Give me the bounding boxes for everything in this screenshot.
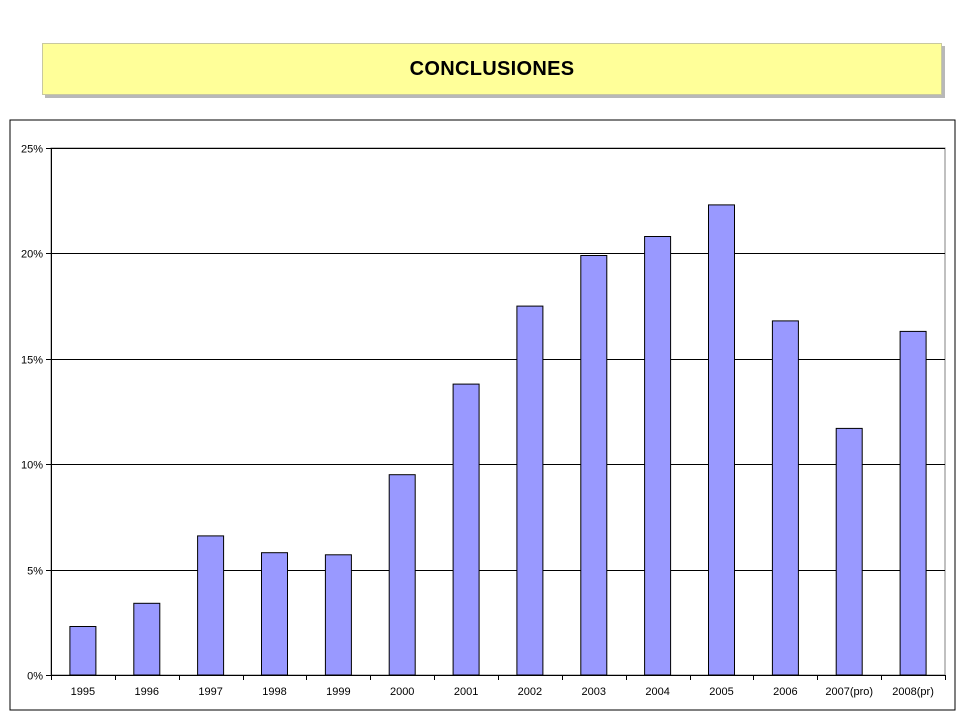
- x-tick-label: 1999: [326, 686, 350, 698]
- labels-layer: 0% 5% 10% 15% 20% 25% 1995 1996 1997 1998 1999 2000…: [21, 144, 934, 699]
- y-tick-label: 20%: [21, 249, 43, 261]
- x-tick-label: 1995: [71, 686, 95, 698]
- x-tick-label: 2008(pr): [892, 686, 934, 698]
- title-banner: CONCLUSIONES: [42, 43, 942, 95]
- bar: [835, 427, 863, 676]
- x-tick-label: 2006: [773, 686, 797, 698]
- bars-layer: [69, 204, 927, 676]
- bar: [899, 330, 927, 676]
- x-tick-label: 2005: [709, 686, 733, 698]
- x-tick-label: 2007(pro): [825, 686, 873, 698]
- y-tick-label: 25%: [21, 144, 43, 156]
- axis-layer: [46, 148, 946, 680]
- y-tick-label: 15%: [21, 355, 43, 367]
- y-tick-label: 10%: [21, 460, 43, 472]
- page-title: CONCLUSIONES: [409, 57, 575, 80]
- x-tick-label: 2002: [518, 686, 542, 698]
- x-tick-label: 2001: [454, 686, 478, 698]
- bar: [708, 204, 735, 676]
- bar: [324, 554, 352, 676]
- bar: [133, 602, 161, 676]
- bar: [388, 474, 416, 676]
- x-tick-label: 1998: [262, 686, 286, 698]
- y-tick-label: 5%: [27, 566, 43, 578]
- bar: [197, 535, 225, 676]
- x-tick-label: 1996: [135, 686, 159, 698]
- bar: [516, 305, 544, 676]
- bar: [771, 320, 799, 676]
- y-tick-label: 0%: [27, 671, 43, 683]
- x-tick-label: 1997: [198, 686, 222, 698]
- bar: [644, 236, 672, 676]
- x-tick-label: 2003: [582, 686, 606, 698]
- bar: [69, 626, 97, 676]
- x-tick-label: 2004: [645, 686, 669, 698]
- x-tick-label: 2000: [390, 686, 414, 698]
- bar: [261, 552, 288, 676]
- bar: [452, 383, 480, 676]
- bar: [580, 255, 608, 676]
